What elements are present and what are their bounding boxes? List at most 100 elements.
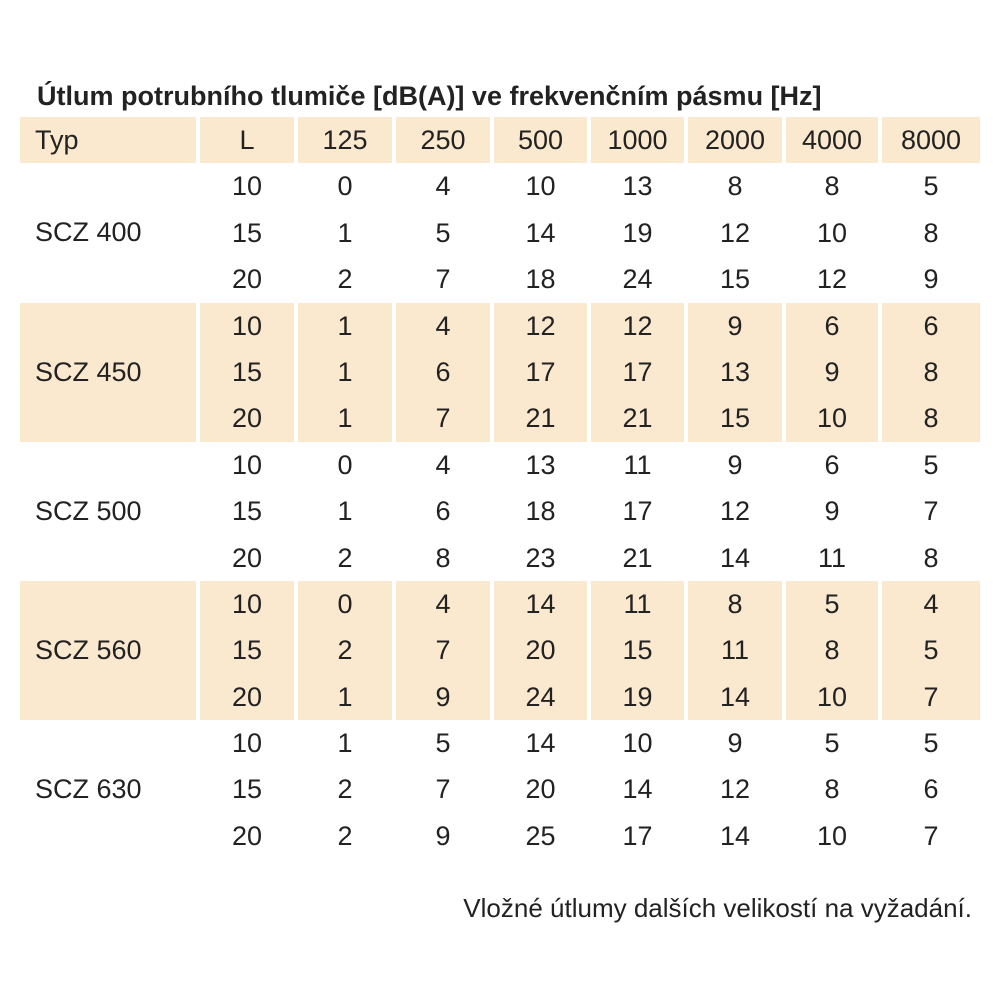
attenuation-cell: 12 (622, 310, 653, 341)
column-separator (684, 302, 688, 442)
attenuation-table: Typ L 125 250 500 1000 2000 4000 8000 SCZ 400 10 0… (20, 117, 980, 859)
attenuation-cell: 2 (337, 774, 353, 805)
attenuation-cell: 21 (622, 403, 653, 434)
attenuation-cell: 4 (435, 171, 451, 202)
attenuation-cell: 7 (923, 681, 939, 712)
table-row: 20 2 9 25 17 14 10 7 (20, 813, 980, 859)
attenuation-cell: 2 (337, 635, 353, 666)
attenuation-cell: 5 (824, 588, 840, 619)
table-body: SCZ 400 10 0 4 10 13 8 8 5 15 1 5 14 19 12 10 8 20 2 7 18 24 1… (20, 163, 980, 859)
attenuation-cell: 21 (525, 403, 556, 434)
table-header-row: Typ L 125 250 500 1000 2000 4000 8000 (20, 117, 980, 164)
attenuation-cell: 17 (622, 356, 653, 387)
length-cell: 15 (231, 635, 263, 666)
type-group: SCZ 560 10 0 4 14 11 8 5 4 15 2 7 20 15 11 8 5 20 1 9 24 19 14… (20, 580, 980, 721)
attenuation-cell: 19 (622, 681, 653, 712)
attenuation-cell: 1 (337, 728, 353, 759)
attenuation-cell: 10 (622, 728, 653, 759)
table-row: 10 0 4 10 13 8 8 5 (20, 163, 980, 209)
attenuation-cell: 7 (435, 403, 451, 434)
attenuation-cell: 6 (435, 496, 451, 527)
table-row: 15 2 7 20 14 12 8 6 (20, 766, 980, 812)
length-cell: 15 (231, 356, 263, 387)
attenuation-cell: 7 (923, 496, 939, 527)
attenuation-cell: 1 (337, 217, 353, 248)
attenuation-cell: 6 (824, 449, 840, 480)
attenuation-cell: 11 (623, 588, 652, 619)
length-cell: 20 (231, 820, 263, 851)
table-row: 10 1 5 14 10 9 5 5 (20, 720, 980, 766)
column-separator (196, 302, 200, 442)
attenuation-cell: 11 (817, 542, 847, 573)
attenuation-cell: 13 (622, 171, 653, 202)
attenuation-cell: 4 (435, 449, 451, 480)
attenuation-cell: 24 (622, 264, 653, 295)
attenuation-cell: 10 (816, 681, 848, 712)
table-row: 15 2 7 20 15 11 8 5 (20, 627, 980, 673)
attenuation-cell: 21 (622, 542, 653, 573)
length-cell: 10 (231, 588, 263, 619)
column-separator (587, 302, 591, 442)
column-header: Typ (20, 117, 196, 164)
attenuation-cell: 8 (923, 403, 939, 434)
attenuation-cell: 1 (337, 403, 353, 434)
attenuation-cell: 8 (824, 774, 840, 805)
attenuation-cell: 0 (337, 588, 353, 619)
attenuation-cell: 14 (525, 728, 556, 759)
length-cell: 10 (231, 449, 263, 480)
attenuation-cell: 5 (435, 217, 451, 248)
type-group: SCZ 400 10 0 4 10 13 8 8 5 15 1 5 14 19 12 10 8 20 2 7 18 24 1… (20, 163, 980, 302)
column-separator (684, 580, 688, 721)
attenuation-cell: 19 (622, 217, 653, 248)
column-header: L (200, 117, 294, 164)
attenuation-cell: 10 (525, 171, 556, 202)
table-row: 15 1 5 14 19 12 10 8 (20, 210, 980, 256)
attenuation-cell: 9 (727, 728, 743, 759)
column-header: 1000 (591, 117, 684, 164)
column-header: 8000 (882, 117, 980, 164)
attenuation-cell: 5 (923, 449, 939, 480)
column-separator (392, 580, 396, 721)
attenuation-cell: 5 (435, 728, 451, 759)
attenuation-cell: 4 (435, 310, 451, 341)
length-cell: 10 (231, 728, 263, 759)
column-header: 2000 (688, 117, 782, 164)
length-cell: 15 (231, 496, 263, 527)
attenuation-cell: 8 (435, 542, 451, 573)
attenuation-cell: 13 (525, 449, 556, 480)
column-separator (294, 302, 298, 442)
table-row: 15 1 6 17 17 13 9 8 (20, 349, 980, 395)
attenuation-cell: 15 (622, 635, 653, 666)
attenuation-cell: 11 (720, 635, 750, 666)
attenuation-cell: 7 (923, 820, 939, 851)
type-group: SCZ 450 10 1 4 12 12 9 6 6 15 1 6 17 17 13 9 8 20 1 7 21 21 15… (20, 302, 980, 442)
column-separator (490, 302, 494, 442)
type-label: SCZ 450 (35, 356, 142, 387)
attenuation-cell: 6 (824, 310, 840, 341)
attenuation-cell: 11 (623, 449, 652, 480)
attenuation-cell: 7 (435, 774, 451, 805)
attenuation-cell: 23 (525, 542, 556, 573)
attenuation-cell: 25 (525, 820, 556, 851)
length-cell: 10 (231, 310, 263, 341)
type-group: SCZ 500 10 0 4 13 11 9 6 5 15 1 6 18 17 12 9 7 20 2 8 23 21 14… (20, 442, 980, 581)
attenuation-cell: 5 (824, 728, 840, 759)
column-header: 4000 (786, 117, 878, 164)
attenuation-cell: 8 (923, 356, 939, 387)
length-cell: 15 (231, 217, 263, 248)
length-cell: 20 (231, 403, 263, 434)
table-row: 20 1 9 24 19 14 10 7 (20, 674, 980, 720)
type-group: SCZ 630 10 1 5 14 10 9 5 5 15 2 7 20 14 12 8 6 20 2 9 25 17 14… (20, 720, 980, 859)
attenuation-cell: 0 (337, 449, 353, 480)
footnote: Vložné útlumy dalších velikostí na vyžad… (463, 893, 972, 923)
column-separator (392, 302, 396, 442)
column-header: 250 (396, 117, 490, 164)
attenuation-cell: 6 (923, 310, 939, 341)
table-row: 10 0 4 13 11 9 6 5 (20, 442, 980, 488)
attenuation-cell: 14 (719, 820, 751, 851)
column-header: 125 (298, 117, 392, 164)
column-separator (878, 580, 882, 721)
attenuation-cell: 14 (525, 588, 556, 619)
attenuation-cell: 4 (435, 588, 451, 619)
attenuation-cell: 9 (824, 356, 840, 387)
